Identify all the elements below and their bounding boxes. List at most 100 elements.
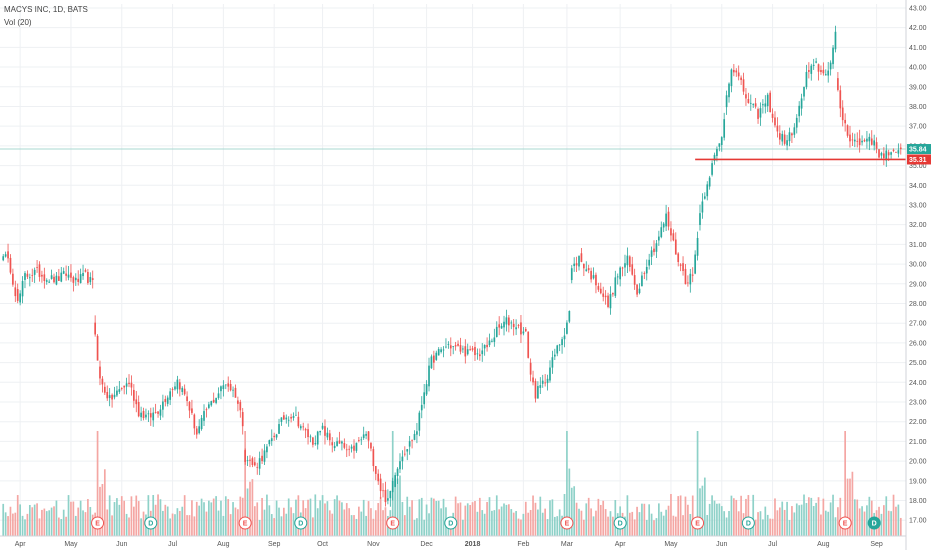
candle-body <box>597 286 600 290</box>
price-axis[interactable]: 17.00 18.00 19.00 20.00 21.00 22.00 23.00 24.00… <box>905 0 927 550</box>
time-axis[interactable]: Apr May Jun Jul Aug Sep Oct Nov Dec 2018 Feb Mar Apr… <box>0 535 906 548</box>
candle-body <box>674 239 677 255</box>
volume-indicator-label[interactable]: Vol (20) <box>4 18 32 27</box>
volume-bar <box>585 503 588 536</box>
candle-body <box>641 275 643 287</box>
volume-bar <box>251 479 254 536</box>
volume-bar <box>708 503 711 536</box>
candle-body <box>866 138 868 142</box>
volume-bar <box>636 506 638 536</box>
volume-bar <box>740 495 742 536</box>
candle-body <box>817 64 820 72</box>
candle-body <box>522 331 525 334</box>
volume-bar <box>546 519 549 536</box>
candle-body <box>803 86 805 97</box>
candle-body <box>290 416 292 419</box>
volume-bar <box>522 513 525 536</box>
volume-bar <box>224 496 227 536</box>
candle-body <box>36 267 38 268</box>
volume-bar <box>188 515 191 536</box>
dividend-marker-circle <box>144 516 158 530</box>
volume-bar <box>812 506 815 536</box>
candle-body <box>120 388 123 389</box>
candle-body <box>752 104 755 106</box>
candle-body <box>493 337 496 342</box>
volume-bar <box>411 500 413 536</box>
volume-bar <box>556 516 559 536</box>
candle-body <box>556 345 559 354</box>
volume-bar <box>290 507 292 536</box>
candle-body <box>762 104 764 106</box>
candle-body <box>338 440 341 444</box>
candle-body <box>333 445 336 449</box>
candle-body <box>384 489 387 503</box>
volume-bar <box>553 516 556 536</box>
candle-body <box>846 125 849 136</box>
volume-bar <box>220 500 222 536</box>
volume-bar <box>800 504 803 536</box>
volume-bar <box>786 501 788 536</box>
candle-body <box>89 276 92 283</box>
candle-body <box>220 386 222 392</box>
volume-bar <box>430 497 433 536</box>
candle-body <box>878 149 880 158</box>
candle-body <box>319 430 321 433</box>
candle-body <box>9 257 12 273</box>
candle-body <box>573 263 576 267</box>
candle-body <box>520 322 522 335</box>
candle-body <box>232 389 234 391</box>
price-tick-label: 17.00 <box>909 518 927 525</box>
volume-bar <box>14 512 17 536</box>
candle-body <box>812 64 815 66</box>
volume-bar <box>716 503 718 536</box>
candle-body <box>575 263 578 266</box>
volume-bar <box>355 518 358 536</box>
candle-body <box>341 441 343 444</box>
candle-body <box>345 449 348 451</box>
volume-bar <box>503 503 505 536</box>
volume-bar <box>72 501 75 536</box>
price-tags: 35.84 35.31 <box>907 144 931 165</box>
candle-body <box>50 275 53 279</box>
candle-body <box>336 441 338 446</box>
volume-bar <box>435 501 438 536</box>
time-tick-label: Aug <box>817 541 830 548</box>
candle-body <box>70 272 72 278</box>
price-tick-label: 22.00 <box>909 419 927 426</box>
volume-bar <box>50 507 53 536</box>
candle-body <box>353 445 355 451</box>
candle-body <box>154 412 157 413</box>
volume-bar <box>788 520 791 536</box>
candle-body <box>478 354 481 357</box>
volume-bar <box>2 503 5 536</box>
candle-body <box>815 61 817 63</box>
volume-bar <box>423 519 426 536</box>
dividend-marker-label: D <box>298 521 303 528</box>
volume-bar <box>834 517 837 536</box>
candle-body <box>793 127 796 135</box>
volume-bar <box>348 508 351 536</box>
candle-body <box>769 92 771 113</box>
volume-bar <box>418 499 421 536</box>
candle-body <box>491 340 493 342</box>
candle-body <box>130 382 133 388</box>
candle-body <box>99 366 101 379</box>
candle-body <box>312 437 314 445</box>
price-candles <box>2 25 902 507</box>
dividend-marker-latest-label: D <box>872 521 877 528</box>
candle-body <box>193 414 196 429</box>
volume-bar <box>285 513 288 536</box>
candle-body <box>2 256 5 261</box>
volume-bar <box>275 500 278 536</box>
symbol-title[interactable]: MACYS INC, 1D, BATS <box>4 5 88 14</box>
volume-bar <box>534 502 537 536</box>
volume-bar <box>866 505 868 536</box>
volume-bar <box>420 497 423 536</box>
price-tick-label: 30.00 <box>909 262 927 269</box>
volume-bar <box>655 518 658 536</box>
candle-body <box>488 340 491 346</box>
candle-body <box>309 436 312 438</box>
volume-bar <box>723 511 726 536</box>
volume-bar <box>590 508 592 536</box>
